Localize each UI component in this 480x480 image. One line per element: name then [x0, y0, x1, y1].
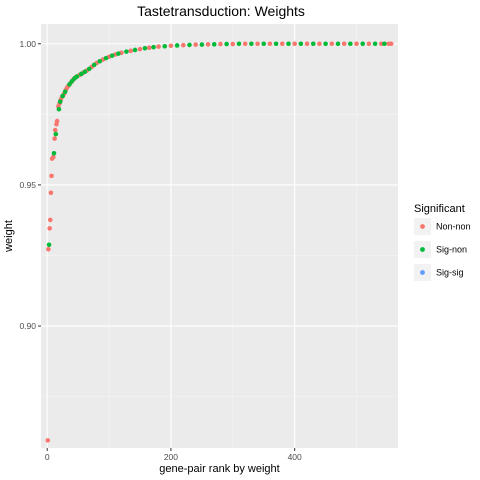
data-point-non-non: [156, 44, 161, 49]
data-point-sig-non: [110, 53, 115, 58]
data-point-sig-non: [57, 107, 62, 112]
y-tick-label: 0.95: [19, 180, 36, 190]
data-point-sig-non: [124, 49, 129, 54]
data-point-sig-non: [175, 43, 180, 48]
x-tick-label: 400: [288, 452, 302, 462]
data-point-sig-non: [274, 41, 279, 46]
data-point-non-non: [46, 247, 51, 252]
data-point-sig-non: [249, 41, 254, 46]
data-point-non-non: [342, 41, 347, 46]
x-tick-label: 0: [45, 452, 50, 462]
legend: Significant Non-non Sig-non Sig-sig: [414, 203, 471, 281]
data-point-sig-non: [47, 242, 52, 247]
legend-label: Sig-non: [436, 245, 467, 255]
legend-key-point: [420, 270, 425, 275]
data-point-sig-non: [224, 42, 229, 47]
data-point-non-non: [49, 174, 54, 179]
data-point-sig-non: [54, 132, 59, 137]
data-point-non-non: [47, 226, 52, 231]
data-point-non-non: [138, 47, 143, 52]
data-point-sig-non: [348, 41, 353, 46]
x-tick-label: 200: [164, 452, 178, 462]
data-point-non-non: [218, 42, 223, 47]
data-point-sig-non: [261, 41, 266, 46]
y-tick-label: 1.00: [19, 39, 36, 49]
data-point-sig-non: [83, 69, 88, 74]
data-point-sig-non: [382, 41, 387, 46]
data-point-non-non: [231, 42, 236, 47]
data-point-non-non: [193, 42, 198, 47]
data-point-sig-non: [104, 56, 109, 61]
data-point-sig-non: [87, 67, 92, 72]
data-point-sig-non: [52, 151, 57, 156]
x-axis: 0 200 400: [45, 448, 302, 462]
x-axis-title: gene-pair rank by weight: [159, 463, 279, 475]
data-point-sig-non: [162, 44, 167, 49]
data-point-sig-non: [92, 63, 97, 68]
data-point-non-non: [280, 41, 285, 46]
plot-panel: [41, 24, 398, 448]
data-point-sig-non: [143, 46, 148, 51]
legend-entry-sig-non: Sig-non: [414, 241, 467, 258]
data-point-non-non: [53, 128, 58, 133]
data-point-sig-non: [60, 94, 65, 99]
chart-title: Tastetransduction: Weights: [137, 3, 305, 19]
data-point-non-non: [268, 41, 273, 46]
y-axis-title: weight: [3, 220, 15, 253]
data-point-non-non: [206, 42, 211, 47]
data-point-sig-non: [336, 41, 341, 46]
data-point-non-non: [292, 41, 297, 46]
data-point-sig-non: [212, 42, 217, 47]
data-point-non-non: [305, 41, 310, 46]
data-point-non-non: [330, 41, 335, 46]
data-point-non-non: [317, 41, 322, 46]
data-point-sig-non: [151, 45, 156, 50]
y-tick-label: 0.90: [19, 321, 36, 331]
data-point-sig-non: [97, 59, 102, 64]
legend-key-point: [420, 224, 425, 229]
legend-label: Non-non: [436, 222, 471, 232]
data-point-sig-non: [237, 41, 242, 46]
data-point-non-non: [354, 41, 359, 46]
data-point-sig-non: [299, 41, 304, 46]
data-point-non-non: [181, 43, 186, 48]
data-point-non-non: [128, 49, 133, 54]
data-point-sig-non: [116, 51, 121, 56]
data-point-sig-non: [187, 43, 192, 48]
data-point-non-non: [389, 41, 394, 46]
legend-key-point: [420, 247, 425, 252]
data-point-non-non: [367, 41, 372, 46]
data-point-non-non: [243, 41, 248, 46]
y-axis: 0.90 0.95 1.00: [19, 39, 41, 331]
data-point-sig-non: [58, 99, 63, 104]
data-point-sig-non: [63, 89, 68, 94]
data-point-sig-non: [311, 41, 316, 46]
data-point-non-non: [52, 136, 57, 141]
data-point-sig-non: [133, 48, 138, 53]
legend-title: Significant: [414, 203, 465, 215]
data-point-non-non: [49, 191, 54, 196]
data-point-sig-non: [360, 41, 365, 46]
legend-entry-non-non: Non-non: [414, 218, 471, 235]
legend-entry-sig-sig: Sig-sig: [414, 264, 464, 281]
legend-label: Sig-sig: [436, 268, 464, 278]
data-point-sig-non: [200, 42, 205, 47]
data-point-non-non: [147, 45, 152, 50]
legend-entries: Non-non Sig-non Sig-sig: [414, 218, 471, 281]
data-point-sig-non: [323, 41, 328, 46]
data-point-sig-non: [373, 41, 378, 46]
data-point-non-non: [46, 438, 51, 443]
data-point-non-non: [169, 43, 174, 48]
data-point-sig-non: [286, 41, 291, 46]
data-point-non-non: [55, 119, 60, 124]
data-point-non-non: [255, 41, 260, 46]
data-point-non-non: [48, 218, 53, 223]
data-point-sig-non: [75, 74, 80, 79]
